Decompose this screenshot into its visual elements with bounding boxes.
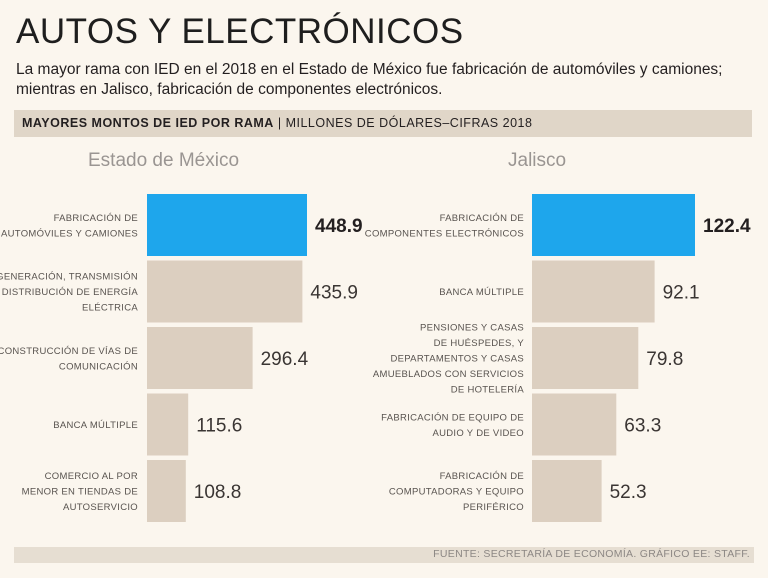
category-label-edomex-0: FABRICACIÓN DE AUTOMÓVILES Y CAMIONES bbox=[1, 213, 138, 240]
category-label-jalisco-4: FABRICACIÓN DE COMPUTADORAS Y EQUIPO PERIF… bbox=[389, 471, 524, 513]
value-label-edomex-2: 296.4 bbox=[261, 349, 309, 370]
bar-jalisco-2 bbox=[532, 327, 639, 389]
category-label-edomex-2: CONSTRUCCIÓN DE VÍAS DE COMUNICACIÓN bbox=[0, 346, 138, 373]
bar-edomex-1 bbox=[147, 260, 303, 323]
bar-edomex-0 bbox=[147, 194, 307, 256]
category-label-edomex-1: GENERACIÓN, TRANSMISIÓN Y DISTRIBUCIÓN DE… bbox=[0, 272, 138, 314]
value-label-edomex-1: 435.9 bbox=[310, 283, 358, 304]
page-title: AUTOS Y ELECTRÓNICOS bbox=[16, 12, 464, 51]
chart-band: MAYORES MONTOS DE IED POR RAMA | MILLONES … bbox=[14, 110, 752, 137]
band-title: MAYORES MONTOS DE IED POR RAMA bbox=[22, 116, 274, 130]
chart-title-edomex: Estado de México bbox=[88, 150, 240, 171]
value-label-jalisco-4: 52.3 bbox=[610, 482, 647, 503]
category-label-edomex-4: COMERCIO AL POR MENOR EN TIENDAS DE AUTOSE… bbox=[22, 471, 138, 513]
category-label-edomex-3: BANCA MÚLTIPLE bbox=[53, 420, 138, 431]
source-text: FUENTE: SECRETARÍA DE ECONOMÍA. GRÁFICO … bbox=[433, 548, 750, 560]
bar-jalisco-0 bbox=[532, 194, 695, 256]
value-label-jalisco-3: 63.3 bbox=[624, 416, 661, 437]
bar-edomex-2 bbox=[147, 327, 253, 389]
source-band: FUENTE: SECRETARÍA DE ECONOMÍA. GRÁFICO … bbox=[14, 547, 754, 563]
value-label-edomex-0: 448.9 bbox=[315, 216, 363, 237]
category-label-jalisco-2: PENSIONES Y CASAS DE HUÉSPEDES, Y DEPARTAM… bbox=[373, 323, 525, 396]
bar-jalisco-4 bbox=[532, 460, 602, 522]
bar-edomex-3 bbox=[147, 393, 189, 456]
category-label-jalisco-0: FABRICACIÓN DE COMPONENTES ELECTRÓNICOS bbox=[365, 213, 524, 240]
category-label-jalisco-1: BANCA MÚLTIPLE bbox=[439, 287, 524, 298]
chart-title-jalisco: Jalisco bbox=[508, 150, 567, 171]
category-label-jalisco-3: FABRICACIÓN DE EQUIPO DE AUDIO Y DE VIDEO bbox=[381, 412, 524, 439]
value-label-jalisco-2: 79.8 bbox=[646, 349, 683, 370]
bar-jalisco-3 bbox=[532, 393, 617, 456]
bar-jalisco-1 bbox=[532, 260, 655, 323]
value-label-edomex-3: 115.6 bbox=[196, 416, 242, 437]
page-subtitle: La mayor rama con IED en el 2018 en el E… bbox=[16, 61, 723, 98]
value-label-jalisco-1: 92.1 bbox=[663, 283, 700, 304]
band-units: MILLONES DE DÓLARES–CIFRAS 2018 bbox=[285, 116, 533, 130]
value-label-edomex-4: 108.8 bbox=[194, 482, 242, 503]
band-separator: | bbox=[277, 116, 282, 130]
bar-edomex-4 bbox=[147, 460, 186, 522]
value-label-jalisco-0: 122.4 bbox=[703, 216, 751, 237]
band-text: MAYORES MONTOS DE IED POR RAMA | MILLONES … bbox=[22, 116, 532, 130]
